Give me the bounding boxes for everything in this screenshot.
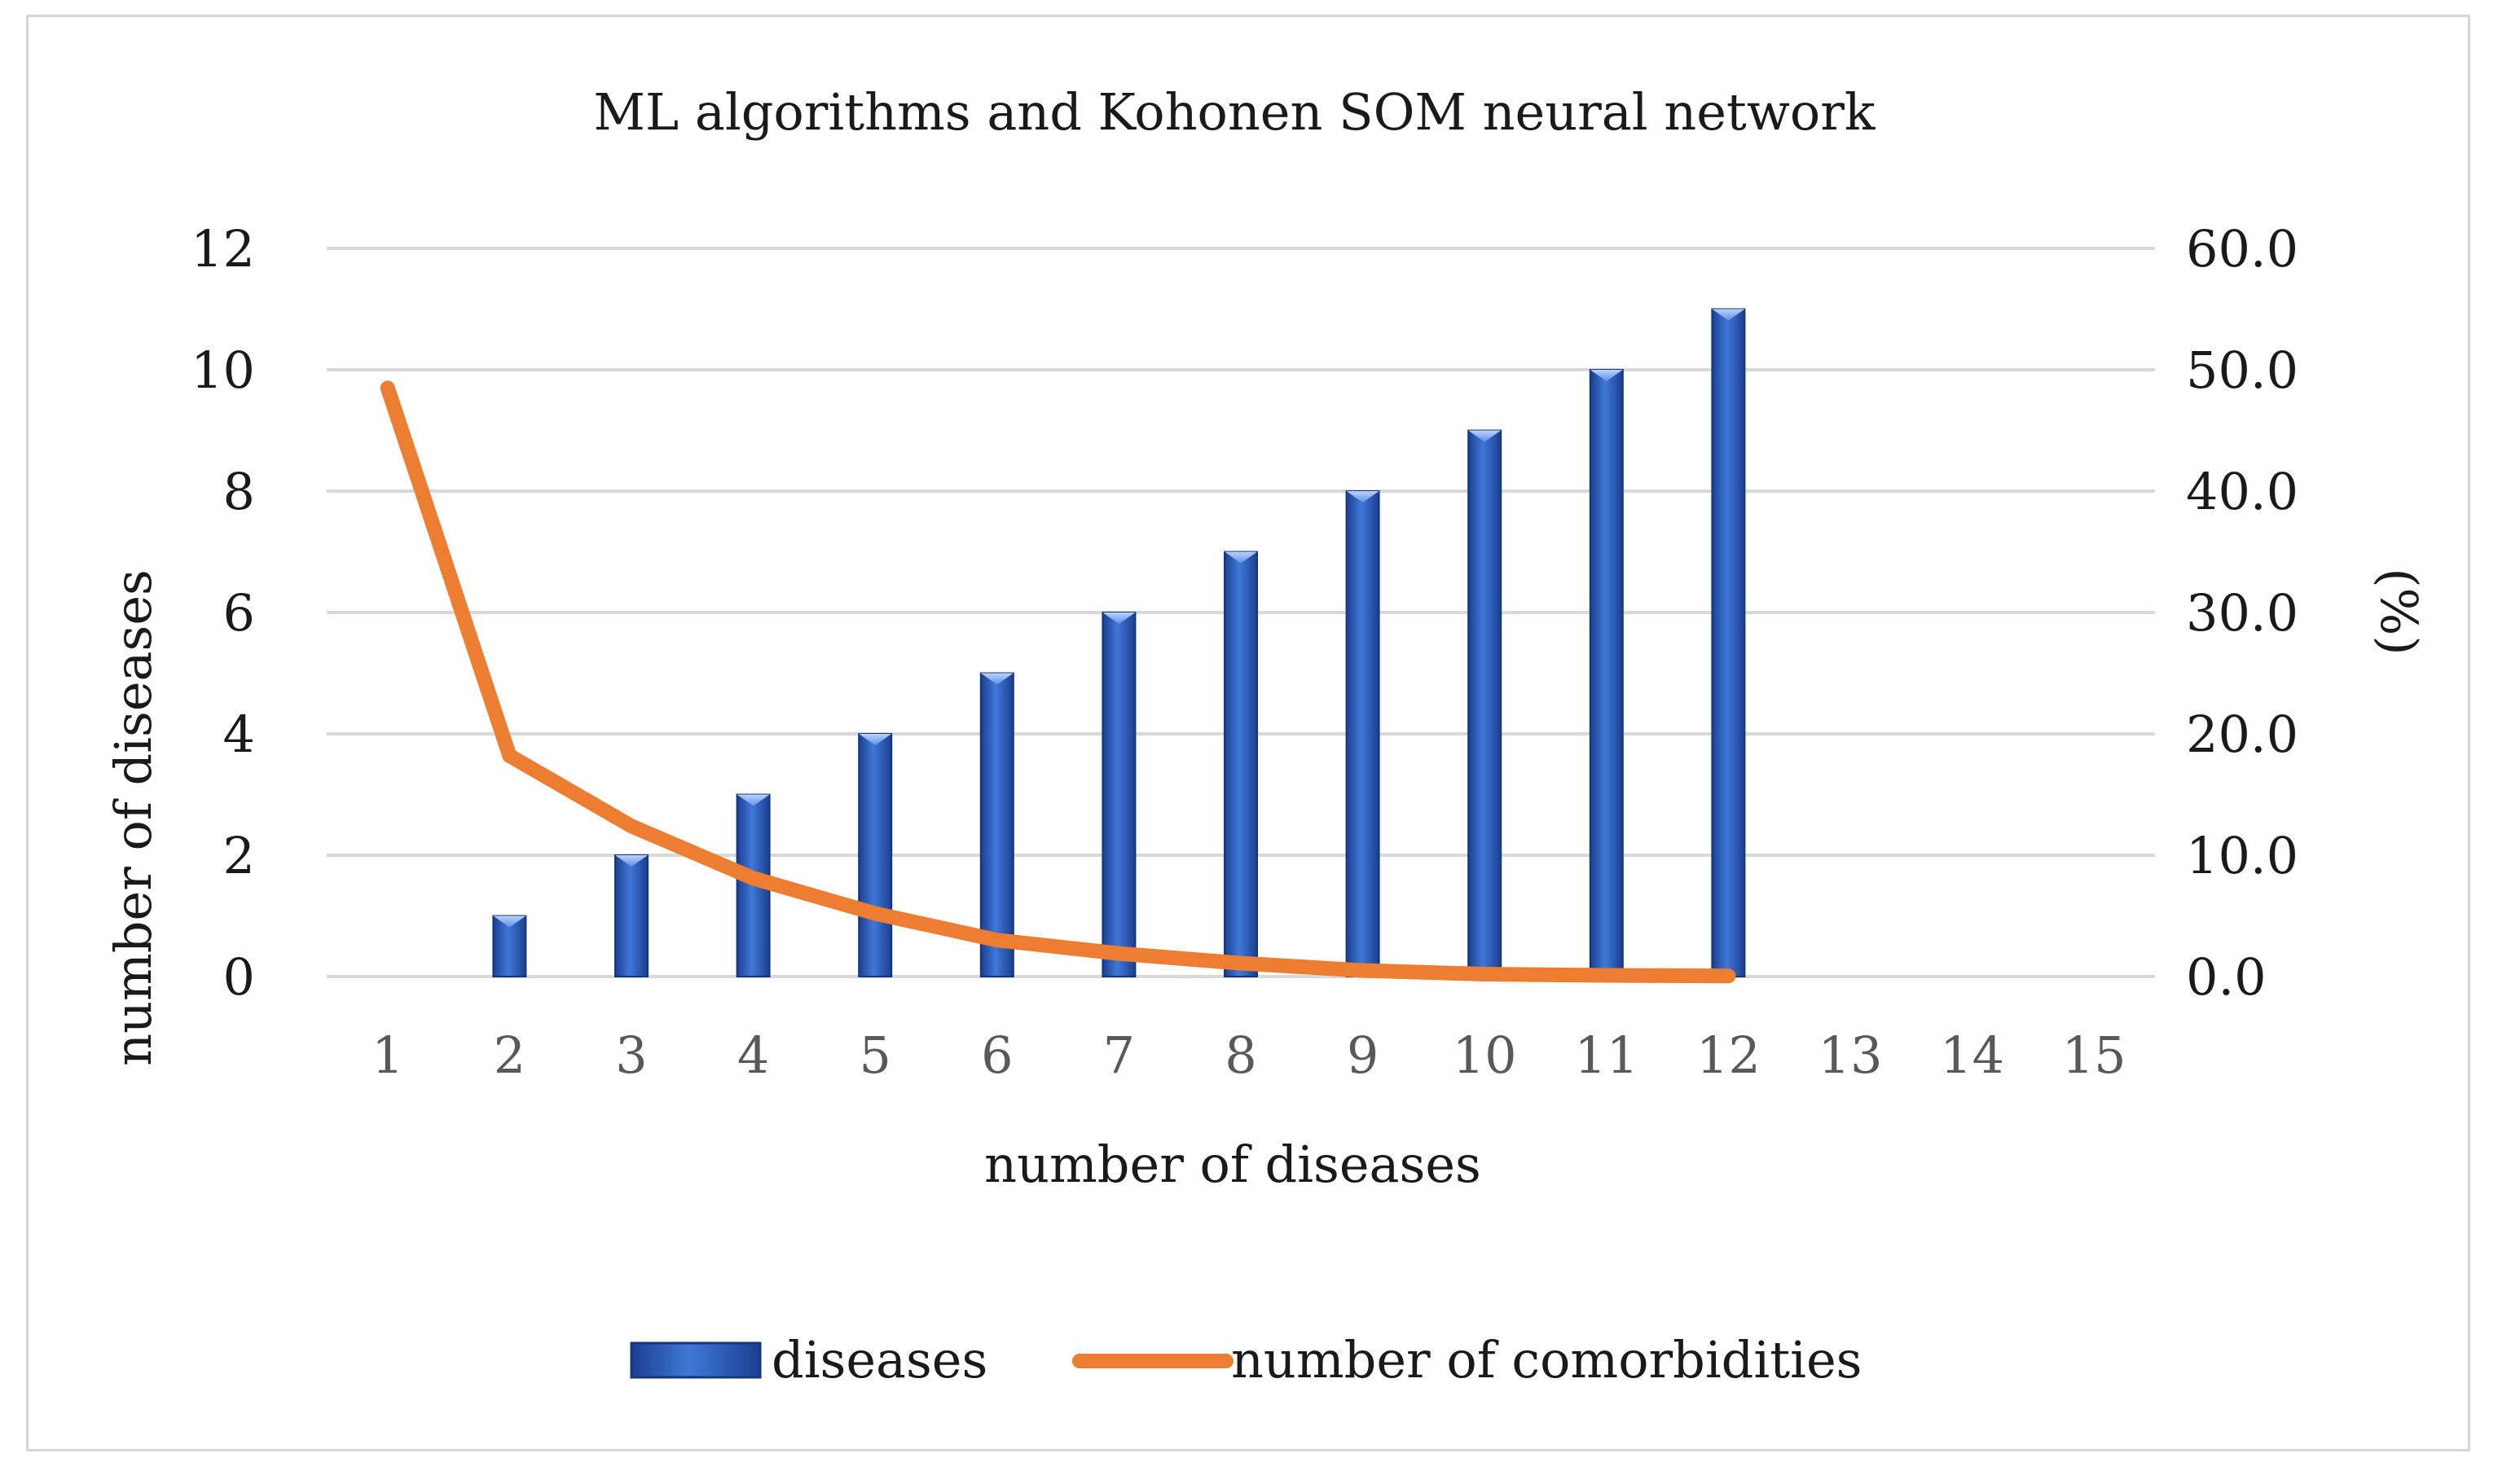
x-axis-tick-label: 12	[1696, 1025, 1761, 1085]
comorbidities-line	[380, 380, 1736, 984]
right-axis-tick-label: 0.0	[2186, 947, 2267, 1007]
bar-cap	[1225, 551, 1257, 564]
x-axis-tick-label: 8	[1225, 1025, 1256, 1085]
left-axis-tick-label: 12	[191, 219, 255, 279]
bar	[614, 854, 649, 977]
bar-cap	[615, 855, 648, 867]
x-axis-tick-label: 3	[615, 1025, 647, 1085]
chart-title: ML algorithms and Kohonen SOM neural net…	[594, 82, 1876, 142]
legend-swatch-bar	[630, 1341, 762, 1379]
bar-cap	[1346, 491, 1379, 503]
legend-label-diseases: diseases	[772, 1330, 987, 1390]
line-series-comorbidities	[380, 380, 1736, 984]
bar	[1711, 308, 1746, 977]
x-axis-tick-label: 4	[737, 1025, 769, 1085]
bar-cap	[1102, 612, 1136, 624]
x-axis-label: number of diseases	[984, 1135, 1481, 1194]
right-axis-tick-label: 30.0	[2186, 583, 2298, 643]
left-axis: 0 2 4 6 8 10 12	[191, 219, 255, 1007]
bar	[1102, 612, 1137, 977]
x-axis-tick-label: 10	[1453, 1025, 1517, 1085]
bar	[1589, 369, 1624, 977]
x-axis-tick-label: 6	[981, 1025, 1013, 1085]
legend-label-comorbidities: number of comorbidities	[1231, 1330, 1862, 1390]
x-axis-tick-label: 13	[1819, 1025, 1883, 1085]
bar-cap	[737, 794, 770, 806]
x-axis-tick-label: 9	[1347, 1025, 1379, 1085]
bar-cap	[493, 915, 526, 928]
left-axis-label: number of diseases	[103, 569, 163, 1066]
right-axis-tick-label: 60.0	[2186, 219, 2298, 279]
legend-item-comorbidities: number of comorbidities	[1072, 1330, 1862, 1390]
x-axis-tick-label: 7	[1103, 1025, 1135, 1085]
chart: ML algorithms and Kohonen SOM neural net…	[103, 82, 2429, 1390]
bar	[1345, 490, 1380, 977]
right-axis-tick-label: 10.0	[2186, 826, 2298, 885]
left-axis-tick-label: 4	[223, 705, 255, 764]
x-axis-tick-label: 11	[1574, 1025, 1638, 1085]
bar	[1467, 429, 1502, 977]
bar	[1224, 551, 1258, 977]
x-axis-tick-label: 14	[1940, 1025, 2004, 1085]
left-axis-tick-label: 10	[191, 340, 255, 400]
legend-item-diseases: diseases	[630, 1330, 987, 1390]
x-axis-tick-label: 5	[859, 1025, 891, 1085]
right-axis-tick-label: 40.0	[2186, 462, 2298, 521]
x-axis-tick-label: 2	[494, 1025, 526, 1085]
bar-cap	[1468, 430, 1502, 442]
x-axis: 1 2 3 4 5 6 7 8 9 10 11 12 13 14 15	[372, 1025, 2126, 1085]
bar-cap	[980, 673, 1014, 685]
bar-cap	[1712, 309, 1745, 321]
left-axis-tick-label: 0	[223, 947, 255, 1007]
left-axis-tick-label: 6	[223, 583, 255, 643]
left-axis-tick-label: 2	[223, 826, 255, 885]
bar	[979, 672, 1014, 977]
right-axis-label: (%)	[2369, 568, 2429, 655]
legend: diseases number of comorbidities	[630, 1330, 1862, 1390]
left-axis-tick-label: 8	[223, 462, 255, 521]
right-axis-tick-label: 20.0	[2186, 705, 2298, 764]
right-axis: 0.0 10.0 20.0 30.0 40.0 50.0 60.0	[2186, 219, 2298, 1007]
bar-cap	[1590, 370, 1623, 381]
bar	[858, 733, 893, 977]
bar-series-diseases	[492, 308, 1746, 977]
chart-frame: ML algorithms and Kohonen SOM neural net…	[26, 15, 2470, 1451]
bar-cap	[859, 734, 892, 745]
x-axis-tick-label: 1	[372, 1025, 403, 1085]
right-axis-tick-label: 50.0	[2186, 340, 2298, 400]
x-axis-tick-label: 15	[2062, 1025, 2126, 1085]
